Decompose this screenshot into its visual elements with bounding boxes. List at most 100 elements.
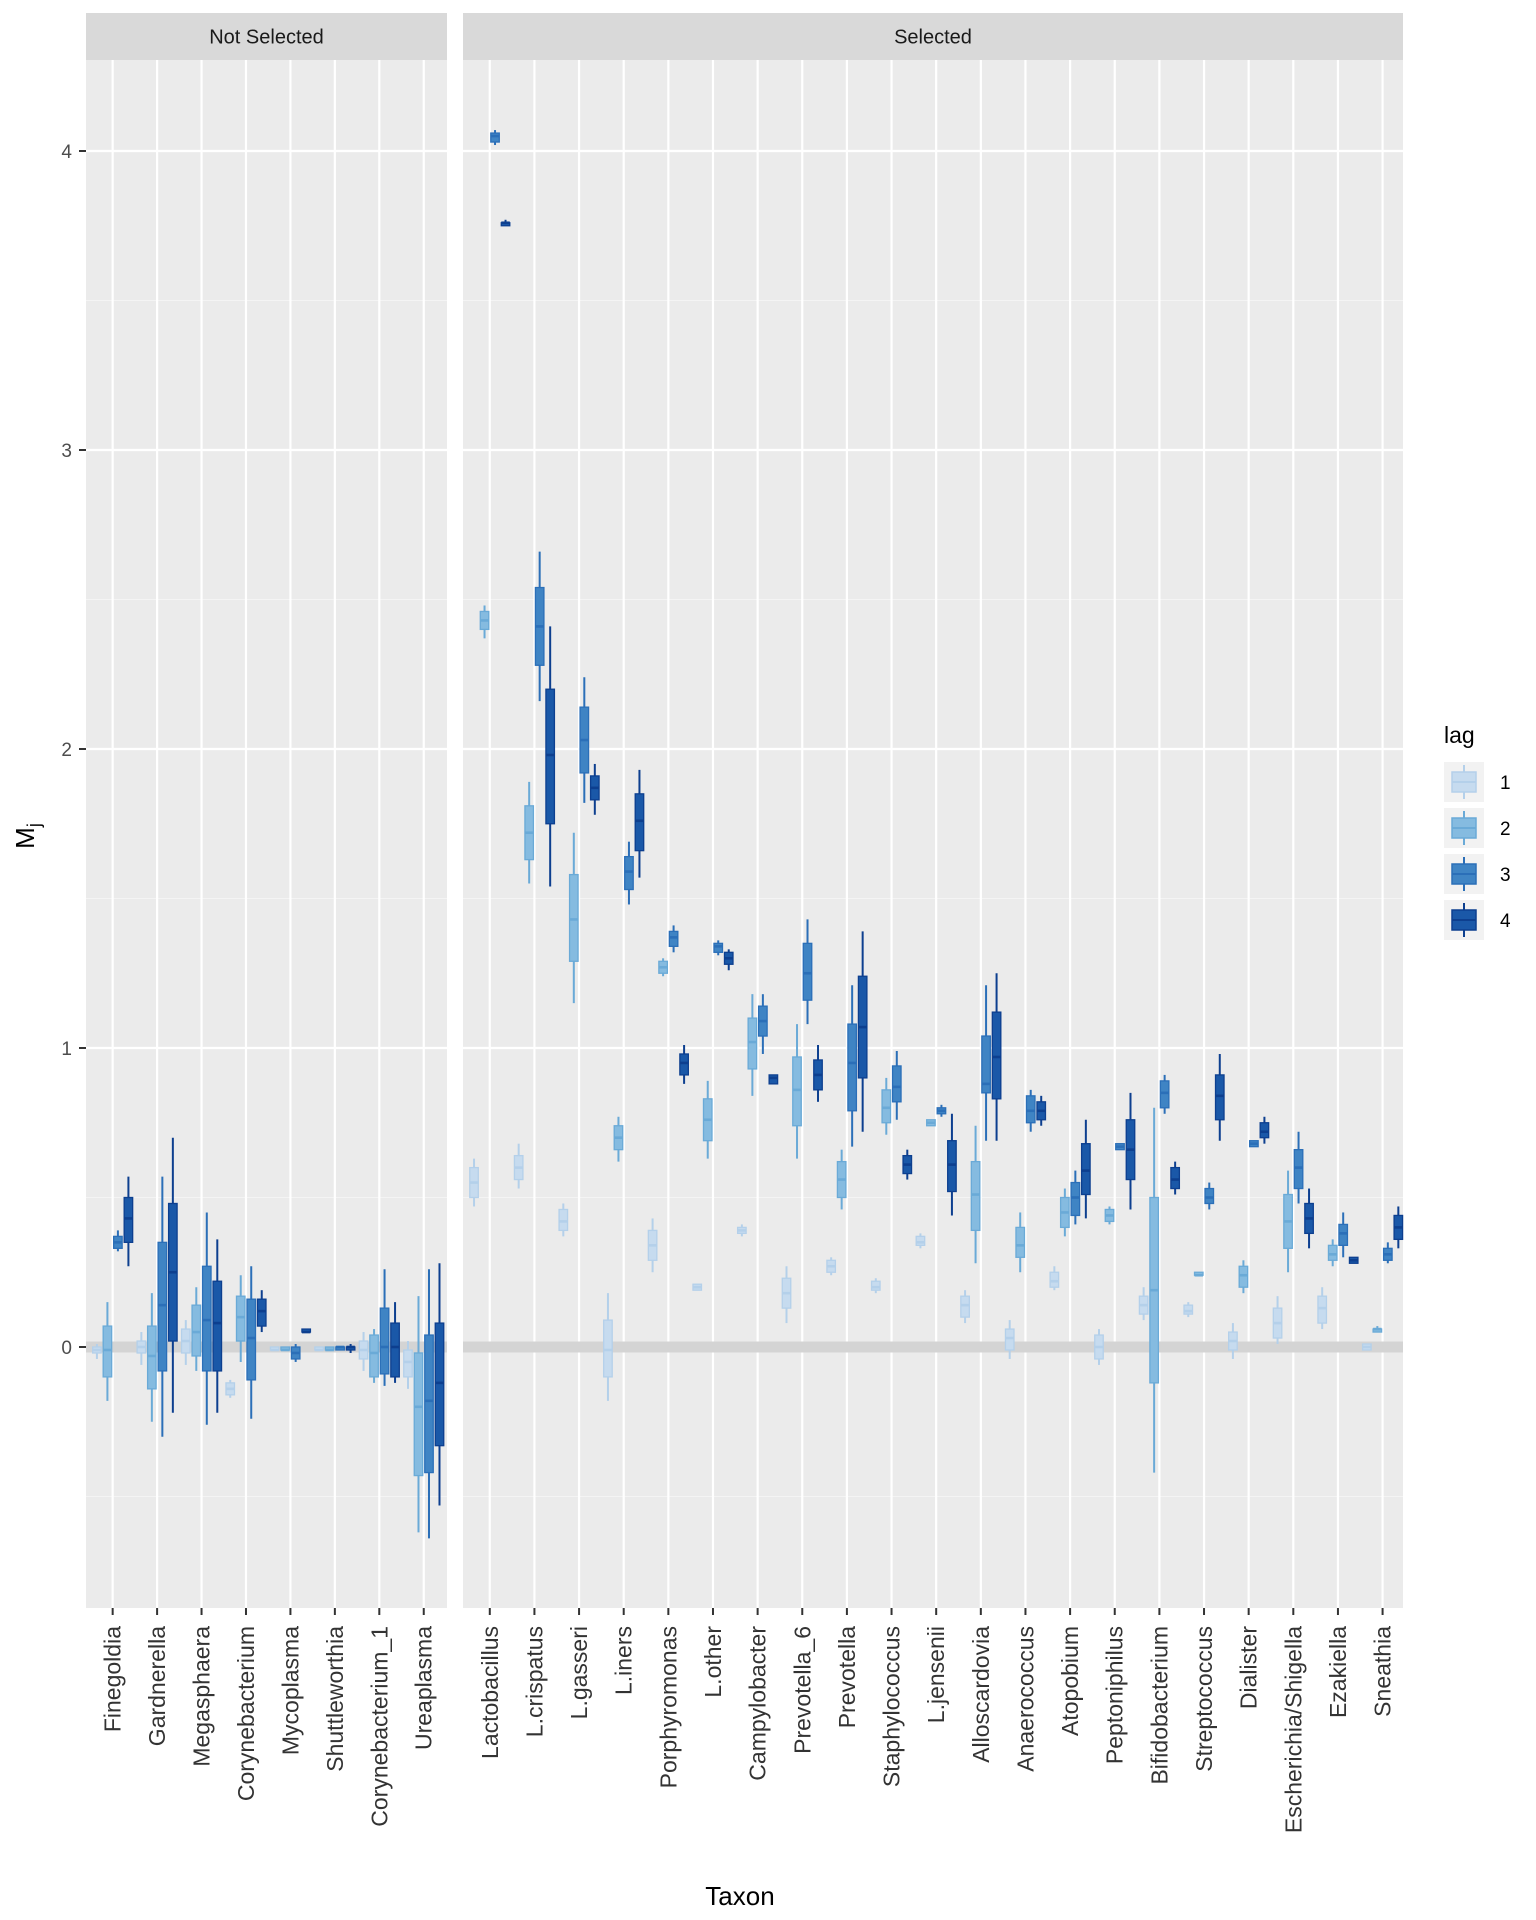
boxplot-box [1004, 1320, 1015, 1359]
boxplot-iqr [191, 1304, 202, 1357]
x-tick-label: Porphyromonas [655, 1626, 681, 1788]
taxon-group [513, 551, 556, 1189]
boxplot-box [1094, 1329, 1104, 1365]
taxon-group [92, 1176, 134, 1401]
boxplot-box [1372, 1326, 1383, 1333]
boxplot-iqr [212, 1280, 223, 1372]
boxplot-box [1238, 1260, 1249, 1294]
boxplot-box [1214, 1053, 1225, 1141]
boxplot-iqr [146, 1325, 157, 1390]
boxplot-iqr [369, 1334, 379, 1378]
boxplot-iqr [390, 1322, 400, 1378]
boxplot-box [1159, 1074, 1170, 1114]
boxplot-iqr [947, 1140, 957, 1193]
x-tick-label: Mycoplasma [277, 1626, 303, 1755]
boxplot-box [314, 1346, 325, 1352]
boxplot-box [692, 1283, 703, 1291]
boxplot-box [1036, 1095, 1047, 1126]
boxplot-iqr [157, 1241, 168, 1372]
boxplot-iqr [201, 1265, 212, 1372]
boxplot-iqr [1049, 1271, 1060, 1288]
boxplot-iqr [1327, 1244, 1338, 1261]
boxplot-box [113, 1230, 123, 1252]
boxplot-box [960, 1290, 970, 1324]
x-tick-label: Escherichia/Shigella [1280, 1626, 1306, 1833]
x-tick-label: Ureaplasma [411, 1626, 437, 1750]
boxplot-box [136, 1332, 147, 1365]
boxplot-iqr [1015, 1226, 1026, 1258]
boxplot-box [1193, 1271, 1204, 1277]
boxplot-box [624, 841, 634, 905]
legend-key [1444, 854, 1484, 894]
boxplot-box [1317, 1287, 1328, 1330]
taxon-group [1317, 1212, 1359, 1330]
y-tick-label: 4 [61, 142, 72, 163]
taxon-group [736, 994, 779, 1237]
boxplot-box [881, 1077, 892, 1135]
x-tick-label: Sneathia [1370, 1626, 1396, 1717]
boxplot-iqr [1070, 1181, 1081, 1217]
facet-strip [86, 13, 447, 60]
taxon-group [1049, 1119, 1091, 1291]
legend-label: 1 [1500, 773, 1511, 794]
y-tick-label: 0 [61, 1338, 72, 1359]
boxplot-box [92, 1344, 102, 1359]
taxon-group [558, 677, 600, 1237]
boxplot-box [915, 1233, 926, 1249]
y-tick-label: 2 [61, 740, 72, 761]
boxplot-iqr [424, 1334, 434, 1474]
boxplot-box [870, 1278, 881, 1294]
boxplot-iqr [1004, 1328, 1015, 1351]
boxplot-box [713, 940, 724, 956]
boxplot-box [558, 1203, 569, 1237]
boxplot-iqr [403, 1349, 413, 1378]
boxplot-box [390, 1302, 400, 1383]
boxplot-box [1382, 1242, 1393, 1264]
boxplot-box [1393, 1206, 1404, 1249]
boxplot-iqr [1293, 1149, 1304, 1190]
x-tick-label: Anaerococcus [1012, 1626, 1038, 1772]
boxplot-box [1104, 1206, 1115, 1225]
boxplot-box [545, 626, 556, 887]
x-tick-label: Dialister [1236, 1626, 1262, 1709]
boxplot-iqr [679, 1053, 689, 1076]
boxplot-iqr [624, 855, 634, 891]
y-axis-title-subscript: j [24, 823, 44, 828]
boxplot-box [301, 1328, 312, 1334]
boxplot-box [1259, 1116, 1270, 1144]
x-tick-label: Corynebacterium [233, 1626, 259, 1801]
legend-title: lag [1444, 722, 1475, 748]
boxplot-iqr [981, 1035, 991, 1094]
facet-panel: Not Selected [86, 13, 447, 1608]
boxplot-box [379, 1269, 390, 1386]
boxplot-box [736, 1224, 747, 1237]
boxplot-box [246, 1266, 257, 1419]
boxplot-iqr [379, 1307, 390, 1375]
boxplot-iqr [1183, 1304, 1194, 1315]
boxplot-box [802, 919, 813, 1025]
boxplot-box [256, 1290, 267, 1333]
boxplot-box [658, 958, 668, 977]
x-tick-label: Gardnerella [144, 1626, 170, 1746]
boxplot-box [1059, 1188, 1070, 1237]
boxplot-box [1025, 1089, 1036, 1132]
boxplot-box [634, 769, 645, 878]
x-tick-label: L.jensenii [923, 1626, 949, 1723]
boxplot-box [1125, 1092, 1136, 1210]
x-axis-title: Taxon [705, 1881, 774, 1911]
facet-panel: Selected [463, 13, 1404, 1608]
boxplot-iqr [634, 793, 645, 852]
taxon-group [692, 940, 734, 1291]
boxplot-box [1183, 1302, 1194, 1318]
taxon-group [915, 1104, 957, 1249]
boxplot-box [826, 1257, 837, 1276]
boxplot-box [225, 1379, 236, 1398]
boxplot-iqr [545, 688, 556, 825]
taxon-group [603, 769, 645, 1401]
taxon-group [1228, 1116, 1270, 1359]
boxplot-box [647, 1218, 658, 1273]
taxon-group [358, 1269, 400, 1386]
boxplot-box [1170, 1161, 1181, 1195]
y-axis-title: Mj [10, 823, 44, 849]
